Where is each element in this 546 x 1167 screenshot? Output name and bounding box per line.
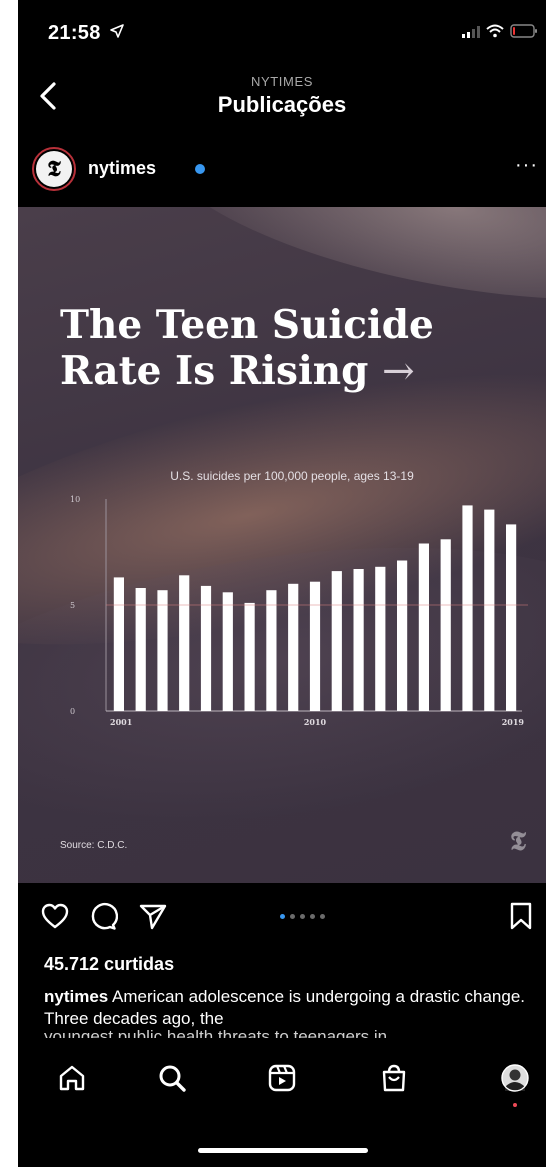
home-indicator <box>198 1148 368 1153</box>
chart-tick-labels: 0 5 10 2001 2010 2019 <box>70 495 524 727</box>
nyt-logo-watermark: 𝕿 <box>510 827 526 857</box>
x-tick-label: 2019 <box>502 717 525 727</box>
chevron-left-icon <box>40 82 56 110</box>
chart-bar-2010 <box>309 581 321 711</box>
y-tick-label: 0 <box>70 707 75 716</box>
bar-chart: U.S. suicides per 100,000 people, ages 1… <box>70 469 528 727</box>
share-icon[interactable] <box>138 901 168 931</box>
chart-bar-2013 <box>375 566 386 711</box>
wifi-icon <box>486 24 504 43</box>
more-options-button[interactable]: ··· <box>515 154 538 176</box>
chart-bar-2002 <box>135 588 146 711</box>
chart-bar-2019 <box>506 524 517 711</box>
bottom-tab-bar <box>18 1038 546 1167</box>
chart-bar-2016 <box>440 539 451 711</box>
chart-bars <box>106 505 528 711</box>
chart-bar-2008 <box>266 590 277 711</box>
chart-bar-2011 <box>331 571 342 711</box>
status-time: 21:58 <box>48 22 101 44</box>
caption-text: American adolescence is undergoing a dra… <box>44 987 526 1028</box>
action-bar <box>18 895 546 939</box>
tab-profile[interactable] <box>495 1058 535 1098</box>
profile-avatar <box>501 1064 529 1092</box>
y-tick-label: 10 <box>70 495 80 504</box>
chart-bar-2014 <box>397 560 408 711</box>
chart-bar-2015 <box>418 543 429 711</box>
home-icon <box>59 1065 85 1091</box>
post-header: 𝕿 nytimes ··· <box>18 140 546 206</box>
chart-bar-2001 <box>113 577 124 711</box>
avatar: 𝕿 <box>36 151 72 187</box>
back-button[interactable] <box>30 76 66 116</box>
pager-dot <box>280 914 285 919</box>
chart-bar-2006 <box>222 592 233 711</box>
post-caption: nytimes American adolescence is undergoi… <box>44 986 539 1030</box>
x-tick-label: 2010 <box>304 717 327 727</box>
headline-text: The Teen Suicide Rate Is Rising <box>60 302 434 394</box>
pager-dot <box>300 914 305 919</box>
chart-bar-2007 <box>244 602 255 711</box>
header-subtitle: NYTIMES <box>251 74 313 89</box>
heart-icon[interactable] <box>40 901 70 931</box>
chart-bar-2012 <box>353 569 364 711</box>
post-username[interactable]: nytimes <box>88 158 157 178</box>
shop-icon <box>382 1064 406 1092</box>
chart-bar-2003 <box>157 590 168 711</box>
nav-header: NYTIMES Publicações <box>18 70 546 132</box>
page-title: Publicações <box>217 92 347 117</box>
signal-icon <box>462 25 480 43</box>
tab-shop[interactable] <box>374 1058 414 1098</box>
likes-count[interactable]: 45.712 curtidas <box>44 954 175 974</box>
chart-bar-2009 <box>288 583 299 711</box>
carousel-pager <box>280 914 325 919</box>
pager-dot <box>310 914 315 919</box>
tab-search[interactable] <box>152 1058 192 1098</box>
verified-badge-icon <box>195 164 205 174</box>
search-icon <box>159 1065 186 1092</box>
comment-icon[interactable] <box>88 901 119 931</box>
post-image[interactable]: The Teen Suicide Rate Is Rising → U.S. s… <box>18 207 546 883</box>
chart-subtitle: U.S. suicides per 100,000 people, ages 1… <box>170 469 414 483</box>
infographic-headline: The Teen Suicide Rate Is Rising → <box>60 302 520 395</box>
location-arrow-icon <box>110 24 124 43</box>
chart-source: Source: C.D.C. <box>60 840 128 851</box>
chart-bar-2005 <box>200 585 212 711</box>
chart-bar-2018 <box>484 509 495 711</box>
bookmark-icon[interactable] <box>506 901 536 931</box>
phone-screen: 21:58 NYTIMES Publicações 𝕿 nytimes <box>18 0 546 1167</box>
arrow-right-icon: → <box>381 349 415 394</box>
reels-icon <box>268 1064 296 1092</box>
chart-bar-2004 <box>179 575 190 711</box>
pager-dot <box>290 914 295 919</box>
x-tick-label: 2001 <box>110 717 132 727</box>
tab-home[interactable] <box>52 1058 92 1098</box>
caption-username[interactable]: nytimes <box>44 987 109 1006</box>
battery-icon <box>510 24 538 43</box>
status-bar: 21:58 <box>18 0 546 70</box>
notification-dot <box>513 1103 517 1107</box>
pager-dot <box>320 914 325 919</box>
y-tick-label: 5 <box>70 601 75 610</box>
status-icons <box>462 24 538 43</box>
caption-overflow-line: youngest public health threats to teenag… <box>44 1027 388 1038</box>
chart-bar-2017 <box>462 505 473 711</box>
tab-reels[interactable] <box>262 1058 302 1098</box>
story-ring[interactable]: 𝕿 <box>32 147 76 191</box>
